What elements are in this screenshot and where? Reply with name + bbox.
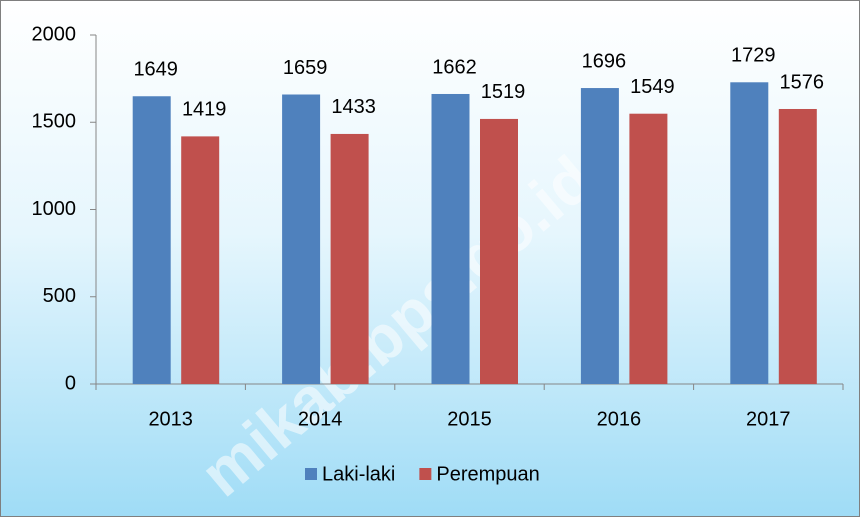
x-tick-label: 2013 — [148, 408, 193, 430]
data-label: 1696 — [582, 50, 627, 72]
legend-swatch — [305, 468, 317, 480]
data-label: 1729 — [731, 45, 776, 67]
data-label: 1419 — [182, 99, 227, 121]
x-tick-label: 2014 — [298, 408, 343, 430]
bar — [181, 136, 220, 384]
data-label: 1662 — [432, 56, 477, 78]
bar — [480, 118, 518, 384]
x-tick-label: 2017 — [746, 408, 791, 430]
bar — [580, 88, 619, 384]
data-label: 1519 — [481, 81, 526, 103]
y-tick-label: 500 — [43, 285, 76, 307]
bar — [132, 96, 171, 384]
legend-label: Perempuan — [436, 463, 539, 485]
data-label: 1649 — [133, 59, 178, 81]
bar — [629, 113, 668, 385]
bar — [730, 82, 769, 385]
y-tick-label: 0 — [65, 372, 76, 394]
x-tick-label: 2016 — [597, 408, 642, 430]
data-label: 1576 — [780, 71, 825, 93]
x-tick-label: 2015 — [447, 408, 492, 430]
legend-swatch — [419, 468, 432, 480]
y-tick-label: 2000 — [32, 23, 77, 45]
bar — [330, 133, 369, 384]
data-label: 1549 — [630, 76, 675, 98]
y-tick-label: 1000 — [32, 198, 77, 220]
bar — [282, 94, 321, 384]
data-label: 1433 — [331, 96, 376, 118]
bar — [778, 108, 817, 384]
legend-label: Laki-laki — [322, 463, 395, 485]
y-tick-label: 1500 — [32, 111, 77, 133]
bar — [431, 93, 470, 384]
data-label: 1659 — [283, 57, 328, 79]
